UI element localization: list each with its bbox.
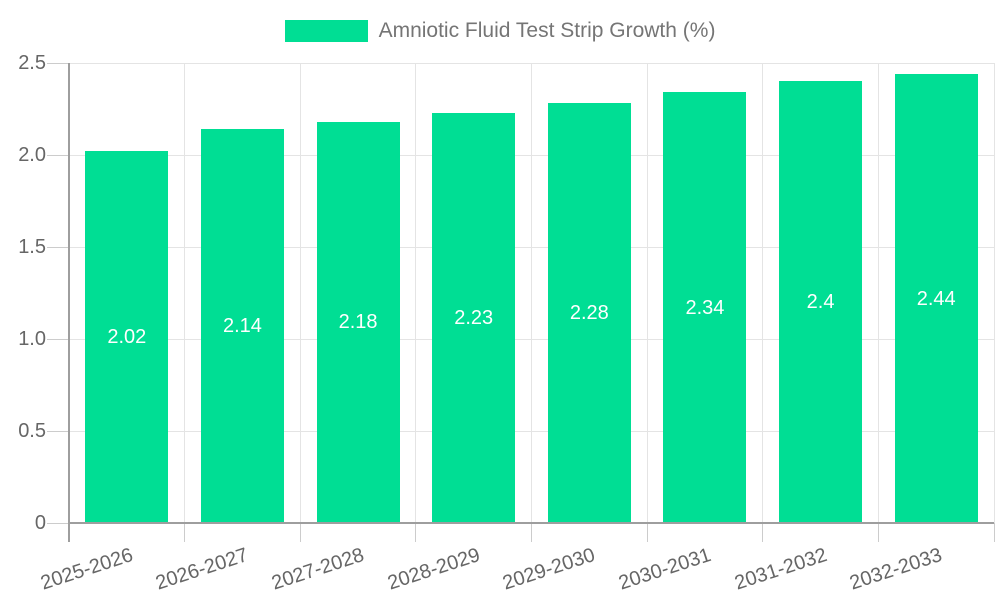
bar-value-label: 2.02 xyxy=(107,326,147,349)
bar[interactable] xyxy=(547,103,631,523)
x-axis-tick xyxy=(184,523,186,542)
bar-value-label: 2.28 xyxy=(569,302,609,325)
y-axis-tick xyxy=(47,522,69,524)
y-axis-tick xyxy=(47,154,69,156)
bar[interactable] xyxy=(779,81,863,523)
x-gridline xyxy=(646,63,648,523)
bar-value-label: 2.14 xyxy=(222,315,262,338)
bar[interactable] xyxy=(663,92,747,523)
bar-value-label: 2.44 xyxy=(916,287,956,310)
y-axis-tick-label: 2.0 xyxy=(18,144,46,166)
y-axis-tick xyxy=(47,338,69,340)
x-gridline xyxy=(993,63,995,523)
x-axis-tick xyxy=(762,523,764,542)
legend[interactable]: Amniotic Fluid Test Strip Growth (%) xyxy=(0,19,1000,43)
x-axis-tick xyxy=(415,523,417,542)
legend-label: Amniotic Fluid Test Strip Growth (%) xyxy=(378,19,716,42)
bar[interactable] xyxy=(894,74,978,523)
bar-value-label: 2.18 xyxy=(338,311,378,334)
y-axis-tick xyxy=(47,246,69,248)
bar[interactable] xyxy=(316,121,400,523)
bar-value-label: 2.4 xyxy=(806,291,835,314)
x-axis-tick xyxy=(531,523,532,542)
y-axis-tick-label: 0 xyxy=(34,512,46,534)
x-axis-line xyxy=(68,522,994,524)
bar[interactable] xyxy=(85,151,169,523)
bar[interactable] xyxy=(200,129,284,523)
legend-swatch-icon xyxy=(284,20,368,42)
x-axis-tick xyxy=(877,523,879,542)
x-gridline xyxy=(299,63,301,523)
bar-value-label: 2.34 xyxy=(685,296,725,319)
y-axis-tick-label: 1.0 xyxy=(18,328,46,350)
y-axis-tick-label: 0.5 xyxy=(18,420,46,442)
x-gridline xyxy=(531,63,532,523)
bar[interactable] xyxy=(432,112,516,523)
y-axis-tick xyxy=(47,62,69,64)
y-axis-line xyxy=(68,63,70,542)
x-axis-tick xyxy=(299,523,301,542)
x-axis-tick xyxy=(646,523,648,542)
x-gridline xyxy=(184,63,186,523)
x-gridline xyxy=(415,63,417,523)
x-gridline xyxy=(762,63,764,523)
y-axis-tick-label: 2.5 xyxy=(18,52,46,74)
y-axis-tick-label: 1.5 xyxy=(18,236,46,258)
x-gridline xyxy=(877,63,879,523)
x-axis-tick xyxy=(993,523,995,542)
y-axis-tick xyxy=(47,430,69,432)
bar-value-label: 2.23 xyxy=(454,306,494,329)
